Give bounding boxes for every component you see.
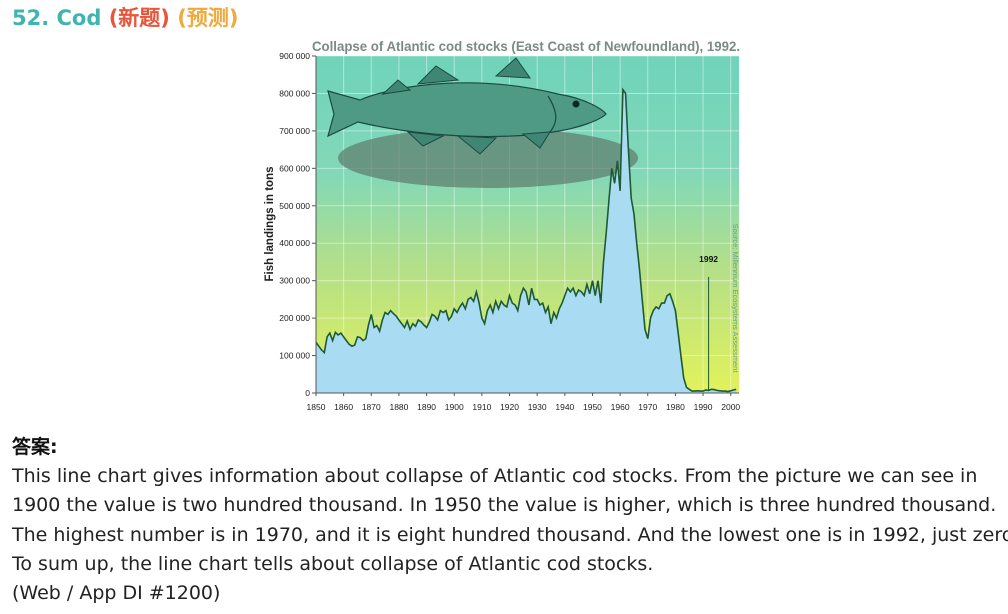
y-tick-label: 900 000 <box>279 51 310 61</box>
landings-line <box>315 87 737 393</box>
y-tick-label: 500 000 <box>279 201 310 211</box>
x-tick-label: 1850 <box>307 402 326 412</box>
new-question-tag: (新题) <box>108 6 170 30</box>
y-tick-label: 800 000 <box>279 88 310 98</box>
x-tick-label: 1960 <box>611 402 630 412</box>
chart-title: Collapse of Atlantic cod stocks (East Co… <box>312 39 740 54</box>
annotation-1992: 1992 <box>699 254 718 392</box>
x-tick-label: 1870 <box>362 402 381 412</box>
question-heading: 52. Cod (新题) (预测) <box>12 4 238 32</box>
source-note: Source: Millennium Ecosystems Assessment <box>731 224 740 374</box>
x-tick-label: 1970 <box>638 402 657 412</box>
x-tick-label: 1940 <box>555 402 574 412</box>
y-tick-label: 0 <box>305 388 310 398</box>
x-tick-label: 1890 <box>417 402 436 412</box>
answer-line: 1900 the value is two hundred thousand. … <box>12 494 997 517</box>
answer-label: 答案: <box>12 436 58 458</box>
cod-chart: 0 100 000 200 000 300 000 400 000 500 000 600 … <box>264 39 740 412</box>
answer-line: This line chart gives information about … <box>12 465 978 487</box>
x-tick-label: 2000 <box>721 402 740 412</box>
y-axis-label: Fish landings in tons <box>264 167 276 282</box>
y-tick-label: 300 000 <box>279 276 310 286</box>
answer-line: The highest number is in 1970, and it is… <box>12 523 1008 546</box>
x-tick-label: 1950 <box>583 402 602 412</box>
y-axis-ticks: 0 100 000 200 000 300 000 400 000 500 000 600 … <box>279 51 316 398</box>
prediction-tag: (预测) <box>177 6 239 30</box>
y-tick-label: 200 000 <box>279 313 310 323</box>
cod-fish-illustration <box>327 57 638 188</box>
x-tick-label: 1880 <box>389 402 408 412</box>
y-tick-label: 400 000 <box>279 238 310 248</box>
x-tick-label: 1930 <box>528 402 547 412</box>
answer-text: This line chart gives information about … <box>12 462 1008 608</box>
y-tick-label: 100 000 <box>279 351 310 361</box>
x-tick-label: 1860 <box>334 402 353 412</box>
question-number: 52. Cod <box>12 6 102 30</box>
landings-area <box>316 89 737 393</box>
x-tick-label: 1910 <box>472 402 491 412</box>
x-tick-label: 1920 <box>500 402 519 412</box>
x-tick-label: 1990 <box>694 402 713 412</box>
answer-line: To sum up, the line chart tells about co… <box>12 552 654 575</box>
annotation-label: 1992 <box>699 254 718 264</box>
x-axis-ticks: 1850 1860 1870 1880 1890 1900 1910 1920 1930 1940… <box>307 393 740 412</box>
answer-source: (Web / App DI #1200) <box>12 582 221 605</box>
x-tick-label: 1980 <box>666 402 685 412</box>
y-tick-label: 700 000 <box>279 126 310 136</box>
y-tick-label: 600 000 <box>279 163 310 173</box>
x-tick-label: 1900 <box>445 402 464 412</box>
